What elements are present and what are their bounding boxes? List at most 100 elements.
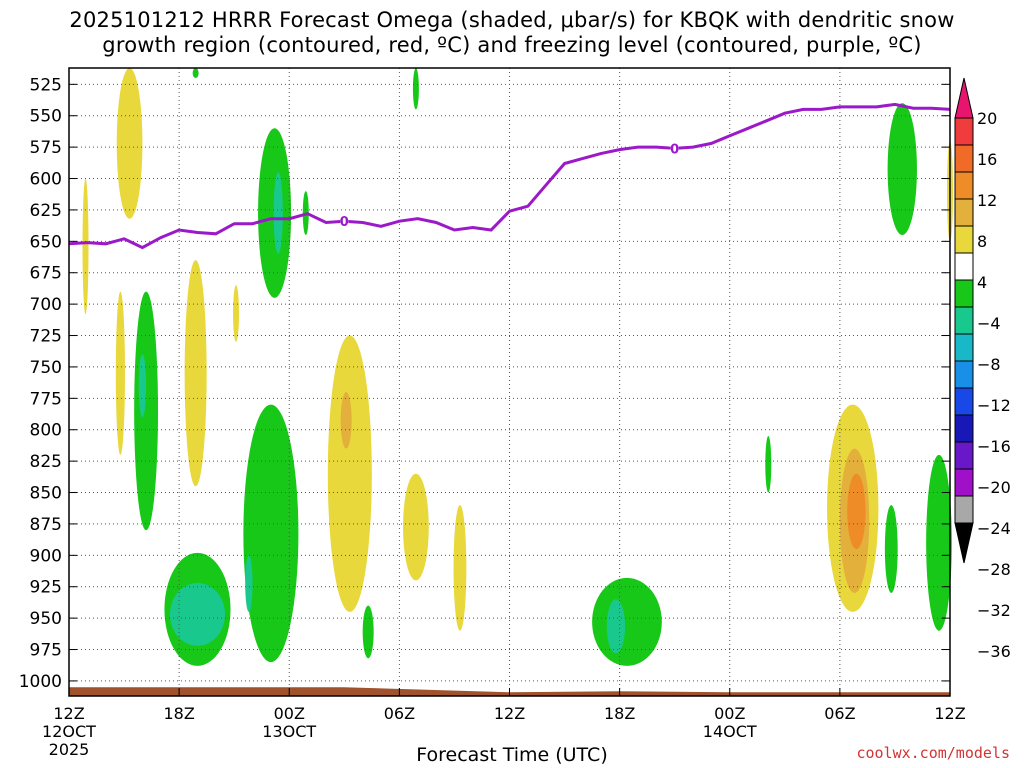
freezing-level-label-bg-0 — [340, 214, 349, 229]
y-tick-label-875: 875 — [30, 515, 62, 535]
colorbar-top-arrow — [954, 77, 974, 119]
colorbar-label-1: 16 — [977, 150, 997, 169]
y-tick-label-725: 725 — [30, 327, 62, 347]
x-tick-label-0-0: 12Z — [53, 704, 84, 723]
colorbar-segment-11 — [954, 414, 974, 443]
colorbar-label-7: −12 — [977, 396, 1011, 415]
y-tick-label-1000: 1000 — [19, 672, 62, 692]
colorbar-segment-13 — [954, 468, 974, 497]
x-tick-label-12-0: 00Z — [274, 704, 305, 723]
x-tick-label-0-2: 2025 — [49, 740, 90, 759]
omega-region-25 — [884, 505, 898, 594]
y-tick-label-650: 650 — [30, 232, 62, 252]
y-tick-label-700: 700 — [30, 295, 62, 315]
omega-region-8 — [453, 505, 467, 631]
x-tick-label-30-0: 18Z — [604, 704, 635, 723]
y-tick-label-900: 900 — [30, 546, 62, 566]
colorbar-label-2: 12 — [977, 191, 997, 210]
x-tick-label-18-0: 06Z — [384, 704, 415, 723]
colorbar-segment-14 — [954, 495, 974, 524]
freezing-level-layer: 00 — [68, 102, 951, 250]
axes-layer: 525 550 575 600 625 650 675 700 725 750 775 800 825 8… — [19, 67, 966, 759]
colorbar-label-5: −4 — [977, 314, 1001, 333]
x-tick-label-12-1: 13OCT — [262, 722, 316, 741]
colorbar-label-10: −24 — [977, 519, 1011, 538]
colorbar-segment-4 — [954, 225, 974, 254]
omega-region-13 — [134, 291, 159, 531]
colorbar-segment-9 — [954, 360, 974, 389]
y-tick-label-975: 975 — [30, 641, 62, 661]
colorbar-segment-5 — [954, 252, 974, 281]
x-tick-label-36-1: 14OCT — [703, 722, 757, 741]
y-tick-label-925: 925 — [30, 578, 62, 598]
omega-region-16 — [273, 172, 283, 254]
y-tick-label-550: 550 — [30, 107, 62, 127]
colorbar-label-6: −8 — [977, 355, 1001, 374]
omega-region-0 — [116, 68, 143, 219]
colorbar-label-8: −16 — [977, 437, 1011, 456]
freezing-level-line — [68, 102, 951, 250]
omega-region-23 — [606, 599, 626, 654]
colorbar-segment-12 — [954, 441, 974, 470]
credit-link[interactable]: coolwx.com/models — [856, 744, 1010, 762]
omega-region-6 — [340, 392, 352, 449]
colorbar-segment-7 — [954, 306, 974, 335]
omega-region-11 — [847, 473, 866, 550]
omega-region-21 — [169, 582, 226, 646]
y-tick-label-625: 625 — [30, 201, 62, 221]
colorbar-label-11: −28 — [977, 560, 1011, 579]
x-tick-label-48-0: 12Z — [934, 704, 965, 723]
y-tick-label-750: 750 — [30, 358, 62, 378]
x-tick-label-6-0: 18Z — [163, 704, 194, 723]
colorbar-segment-3 — [954, 198, 974, 227]
colorbar-segment-2 — [954, 171, 974, 200]
x-tick-label-0-1: 12OCT — [42, 722, 96, 741]
colorbar-segment-0 — [954, 117, 974, 146]
omega-region-22 — [592, 577, 662, 666]
colorbar-label-0: 20 — [977, 109, 997, 128]
y-tick-label-675: 675 — [30, 264, 62, 284]
freezing-level-label-1: 0 — [670, 142, 679, 157]
omega-region-26 — [926, 454, 952, 631]
freezing-level-label-0: 0 — [340, 215, 349, 230]
omega-shading-layer — [69, 68, 953, 696]
x-tick-label-24-0: 12Z — [494, 704, 525, 723]
omega-region-4 — [233, 285, 240, 342]
colorbar-label-4: 4 — [977, 273, 987, 292]
omega-region-19 — [362, 605, 374, 659]
chart-title-line-1: 2025101212 HRRR Forecast Omega (shaded, … — [69, 8, 955, 32]
omega-region-17 — [243, 404, 299, 663]
y-tick-label-850: 850 — [30, 484, 62, 504]
y-tick-label-525: 525 — [30, 75, 62, 95]
y-tick-label-950: 950 — [30, 609, 62, 629]
y-tick-label-575: 575 — [30, 138, 62, 158]
colorbar-label-12: −32 — [977, 601, 1011, 620]
colorbar-segment-1 — [954, 144, 974, 173]
y-tick-label-825: 825 — [30, 452, 62, 472]
colorbar-label-13: −36 — [977, 642, 1011, 661]
colorbar-bottom-arrow — [954, 522, 974, 564]
omega-region-24 — [887, 103, 917, 236]
freezing-level-label-bg-1 — [670, 141, 679, 156]
colorbar-segment-8 — [954, 333, 974, 362]
omega-region-3 — [184, 260, 207, 487]
x-tick-label-42-0: 06Z — [824, 704, 855, 723]
omega-region-14 — [138, 354, 147, 418]
omega-region-30 — [192, 68, 199, 79]
y-tick-label-775: 775 — [30, 389, 62, 409]
colorbar-segment-6 — [954, 279, 974, 308]
omega-region-7 — [403, 473, 429, 581]
x-axis-label: Forecast Time (UTC) — [416, 744, 608, 766]
colorbar-label-3: 8 — [977, 232, 987, 251]
omega-region-18 — [245, 555, 253, 612]
omega-region-1 — [82, 178, 89, 315]
colorbar-label-9: −20 — [977, 478, 1011, 497]
omega-region-29 — [412, 68, 419, 110]
chart-title-line-2: growth region (contoured, red, ºC) and f… — [102, 33, 922, 57]
x-tick-label-36-0: 00Z — [714, 704, 745, 723]
omega-region-5 — [327, 335, 372, 612]
colorbar: 20 16 12 8 4 −4 −8 −12 −16 −20 −24 −28 −32 −36 — [954, 77, 1011, 661]
omega-region-28 — [765, 436, 772, 493]
y-tick-label-600: 600 — [30, 170, 62, 190]
